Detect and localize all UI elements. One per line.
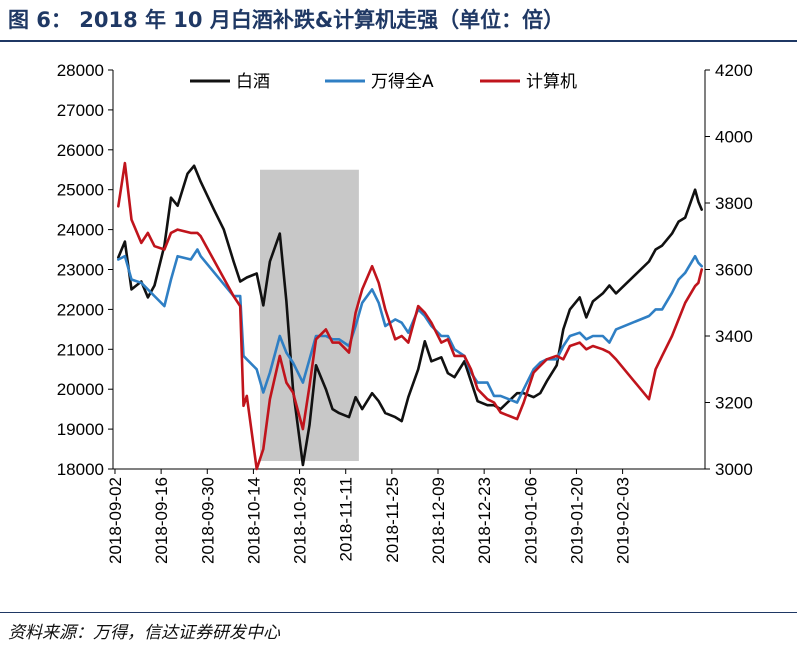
legend-label: 计算机	[526, 72, 577, 92]
left-tick-label: 26000	[57, 141, 104, 160]
left-tick-label: 24000	[57, 221, 104, 240]
right-tick-label: 4000	[715, 128, 753, 147]
left-tick-label: 21000	[57, 340, 104, 359]
right-axis-ticks: 3000 3200 3400 3600 3800 4000 4200	[705, 61, 753, 479]
x-tick-label: 2018-10-14	[244, 477, 263, 564]
source-note: 资料来源：万得，信达证券研发中心	[8, 623, 280, 643]
legend-label: 万得全A	[371, 72, 434, 92]
left-tick-label: 19000	[57, 420, 104, 439]
axes-group	[112, 70, 706, 470]
legend: 白酒 万得全A 计算机	[190, 72, 577, 92]
highlight-band-group	[260, 169, 359, 462]
left-tick-label: 20000	[57, 380, 104, 399]
x-tick-label: 2019-02-03	[614, 477, 633, 564]
right-tick-label: 4200	[715, 61, 753, 80]
x-tick-label: 2018-11-25	[383, 477, 402, 563]
right-tick-label: 3200	[715, 394, 753, 413]
left-axis-ticks: 18000 19000 20000 21000 22000 23000 24000 25000…	[57, 61, 113, 479]
left-tick-label: 25000	[57, 181, 104, 200]
title-divider	[0, 40, 797, 42]
x-axis-ticks: 2018-09-02 2018-09-16 2018-09-30 2018-10-14…	[106, 469, 633, 564]
series-line	[117, 248, 704, 404]
legend-label: 白酒	[236, 72, 270, 92]
x-tick-label: 2019-01-20	[567, 477, 586, 564]
x-tick-label: 2018-09-16	[152, 477, 171, 564]
right-tick-label: 3000	[715, 460, 753, 479]
x-tick-label: 2019-01-06	[521, 477, 540, 564]
x-tick-label: 2018-10-28	[291, 477, 310, 564]
source-divider	[0, 612, 797, 613]
x-tick-label: 2018-11-11	[337, 477, 356, 561]
series-line	[117, 161, 704, 471]
right-tick-label: 3400	[715, 327, 753, 346]
series-line	[117, 164, 704, 467]
left-tick-label: 22000	[57, 300, 104, 319]
figure-title: 图 6： 2018 年 10 月白酒补跌&计算机走强（单位：倍）	[8, 8, 565, 32]
left-tick-label: 28000	[57, 61, 104, 80]
left-tick-label: 18000	[57, 460, 104, 479]
right-tick-label: 3600	[715, 261, 753, 280]
line-chart: 18000 19000 20000 21000 22000 23000 24000 25000…	[57, 61, 753, 564]
highlight-band	[260, 169, 359, 462]
x-tick-label: 2018-09-30	[198, 477, 217, 564]
left-tick-label: 27000	[57, 101, 104, 120]
left-tick-label: 23000	[57, 261, 104, 280]
series-lines-group	[117, 161, 704, 471]
right-tick-label: 3800	[715, 194, 753, 213]
x-tick-label: 2018-09-02	[106, 477, 125, 564]
x-tick-label: 2018-12-23	[475, 477, 494, 564]
x-tick-label: 2018-12-09	[429, 477, 448, 564]
